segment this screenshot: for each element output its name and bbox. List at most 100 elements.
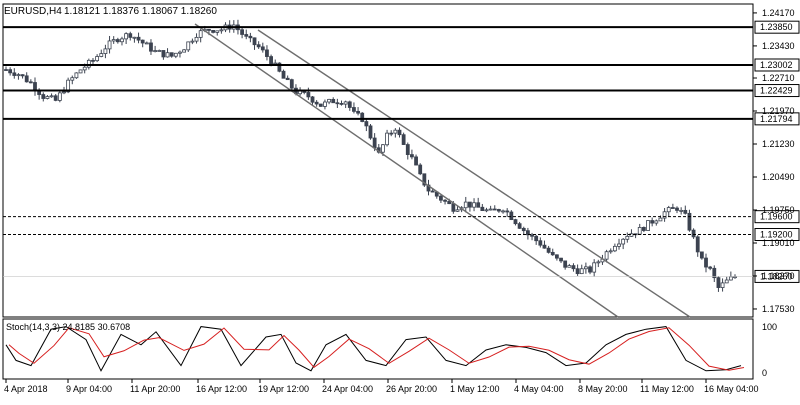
candle-body bbox=[306, 92, 311, 98]
candle-body bbox=[484, 209, 489, 212]
ohlc-readout: 1.18121 1.18376 1.18067 1.18260 bbox=[64, 6, 217, 17]
level-price-tag bbox=[754, 210, 800, 224]
candle-body bbox=[111, 39, 116, 42]
candle-body bbox=[612, 245, 617, 252]
time-tick-label: 4 Apr 2018 bbox=[4, 384, 48, 394]
candle-body bbox=[16, 74, 21, 77]
time-tick-label: 11 May 12:00 bbox=[640, 384, 694, 394]
candle-body bbox=[641, 227, 646, 231]
level-price-tag bbox=[754, 58, 800, 72]
candle-body bbox=[194, 36, 199, 42]
candle-body bbox=[472, 202, 476, 208]
candle-body bbox=[691, 229, 696, 238]
candle-body bbox=[343, 101, 348, 105]
candle-body bbox=[439, 195, 443, 201]
channel-upper-line[interactable] bbox=[257, 29, 691, 318]
stochastic-oscillator bbox=[5, 326, 745, 372]
candle-body bbox=[207, 28, 211, 31]
candle-body bbox=[488, 208, 493, 211]
candle-body bbox=[397, 129, 402, 136]
candle-body bbox=[198, 30, 203, 38]
stoch-panel-frame bbox=[2, 318, 754, 380]
candle-body bbox=[658, 217, 663, 222]
candle-body bbox=[492, 208, 497, 211]
candle-body bbox=[654, 220, 659, 224]
stoch-main-line bbox=[5, 326, 742, 372]
level-price-label: 1.21794 bbox=[760, 114, 793, 124]
candle-body bbox=[563, 260, 568, 268]
level-price-tag bbox=[754, 84, 800, 98]
trend-channel[interactable] bbox=[194, 23, 691, 318]
candle-body bbox=[339, 103, 344, 105]
candle-body bbox=[219, 29, 224, 32]
candle-body bbox=[99, 53, 104, 57]
candle-body bbox=[575, 268, 580, 275]
candle-body bbox=[91, 59, 95, 62]
candle-body bbox=[314, 101, 319, 105]
candle-body bbox=[567, 265, 572, 268]
candle-body bbox=[480, 206, 485, 212]
candle-body bbox=[679, 209, 684, 212]
candle-body bbox=[20, 74, 25, 77]
candle-body bbox=[463, 201, 468, 209]
candle-body bbox=[608, 250, 613, 253]
candle-body bbox=[621, 238, 626, 245]
candle-body bbox=[95, 56, 100, 62]
time-tick-label: 4 May 04:00 bbox=[514, 384, 564, 394]
candle-body bbox=[699, 251, 704, 259]
main-chart-frame bbox=[2, 3, 754, 318]
candle-body bbox=[33, 82, 37, 91]
candle-body bbox=[70, 77, 75, 81]
candle-body bbox=[144, 42, 149, 45]
candle-body bbox=[596, 261, 601, 264]
horizontal-levels[interactable]: 1.23850 1.23002 1.22429 1.21794 1.19600 1.192… bbox=[3, 20, 800, 283]
candle-body bbox=[712, 267, 717, 279]
candle-body bbox=[128, 33, 133, 38]
time-tick-label: 9 Apr 04:00 bbox=[66, 384, 112, 394]
price-axis: 1.24170 1.23430 1.22710 1.21970 1.21230 1.204… bbox=[753, 8, 795, 314]
price-tick-label: 1.23430 bbox=[762, 41, 795, 51]
candle-body bbox=[62, 91, 66, 94]
candle-body bbox=[637, 227, 642, 235]
candle-body bbox=[401, 134, 406, 145]
candle-body bbox=[501, 210, 505, 213]
channel-lower-line[interactable] bbox=[194, 23, 619, 318]
time-tick-label: 26 Apr 20:00 bbox=[386, 384, 437, 394]
candle-body bbox=[405, 144, 410, 155]
candle-body bbox=[418, 164, 423, 175]
candle-body bbox=[347, 101, 352, 108]
candle-body bbox=[414, 156, 418, 166]
candle-body bbox=[28, 81, 33, 84]
candle-body bbox=[538, 240, 543, 246]
candle-body bbox=[41, 94, 46, 99]
candle-body bbox=[161, 50, 166, 58]
level-price-label: 1.23850 bbox=[760, 22, 793, 32]
price-tick-label: 1.17530 bbox=[762, 304, 795, 314]
candle-body bbox=[4, 69, 8, 71]
candle-body bbox=[443, 199, 447, 202]
candle-body bbox=[281, 70, 286, 79]
candle-body bbox=[260, 46, 265, 51]
candle-body bbox=[447, 200, 452, 205]
candle-body bbox=[24, 75, 29, 83]
candle-body bbox=[583, 266, 588, 270]
candle-body bbox=[455, 209, 460, 212]
candle-body bbox=[505, 210, 510, 213]
candle-body bbox=[509, 211, 514, 221]
candle-body bbox=[248, 35, 253, 39]
candle-body bbox=[8, 69, 13, 74]
price-tick-label: 1.21230 bbox=[762, 139, 795, 149]
candle-body bbox=[513, 219, 518, 225]
candle-body bbox=[571, 265, 576, 270]
candle-body bbox=[211, 30, 216, 33]
candle-body bbox=[356, 110, 360, 114]
candle-body bbox=[318, 103, 323, 107]
time-axis: 4 Apr 2018 9 Apr 04:00 11 Apr 20:00 16 Apr … bbox=[4, 379, 759, 394]
candle-body bbox=[74, 72, 79, 79]
candle-body bbox=[604, 251, 609, 260]
candle-body bbox=[45, 96, 50, 99]
candle-body bbox=[178, 51, 182, 54]
candle-body bbox=[476, 202, 481, 208]
